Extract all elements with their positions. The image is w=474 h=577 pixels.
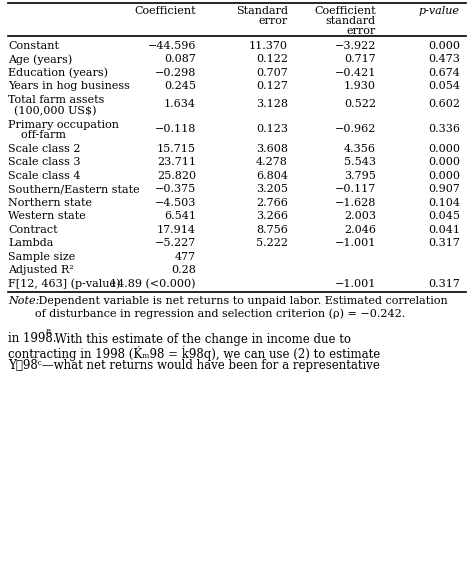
Text: Western state: Western state — [8, 211, 86, 221]
Text: −5.227: −5.227 — [155, 238, 196, 248]
Text: 0.473: 0.473 — [428, 54, 460, 64]
Text: off-farm: off-farm — [14, 130, 66, 141]
Text: 0.041: 0.041 — [428, 225, 460, 235]
Text: 0.674: 0.674 — [428, 68, 460, 78]
Text: 11.370: 11.370 — [249, 41, 288, 51]
Text: 17.914: 17.914 — [157, 225, 196, 235]
Text: −0.298: −0.298 — [155, 68, 196, 78]
Text: (100,000 US$): (100,000 US$) — [14, 106, 97, 117]
Text: 0.907: 0.907 — [428, 184, 460, 194]
Text: p-value: p-value — [419, 6, 460, 16]
Text: Adjusted R²: Adjusted R² — [8, 265, 74, 275]
Text: 0.000: 0.000 — [428, 41, 460, 51]
Text: Dependent variable is net returns to unpaid labor. Estimated correlation
of dist: Dependent variable is net returns to unp… — [35, 297, 448, 319]
Text: 2.766: 2.766 — [256, 198, 288, 208]
Text: 3.608: 3.608 — [256, 144, 288, 153]
Text: 0.717: 0.717 — [344, 54, 376, 64]
Text: Southern/Eastern state: Southern/Eastern state — [8, 184, 140, 194]
Text: 23.711: 23.711 — [157, 158, 196, 167]
Text: 25.820: 25.820 — [157, 171, 196, 181]
Text: 0.000: 0.000 — [428, 144, 460, 153]
Text: −4.503: −4.503 — [155, 198, 196, 208]
Text: −0.117: −0.117 — [335, 184, 376, 194]
Text: 0.087: 0.087 — [164, 54, 196, 64]
Text: Lambda: Lambda — [8, 238, 54, 248]
Text: 0.317: 0.317 — [428, 279, 460, 288]
Text: 0.000: 0.000 — [428, 171, 460, 181]
Text: 4.356: 4.356 — [344, 144, 376, 153]
Text: 5.543: 5.543 — [344, 158, 376, 167]
Text: 8: 8 — [46, 328, 51, 336]
Text: 0.123: 0.123 — [256, 123, 288, 134]
Text: standard: standard — [326, 16, 376, 26]
Text: 0.122: 0.122 — [256, 54, 288, 64]
Text: Constant: Constant — [8, 41, 59, 51]
Text: −3.922: −3.922 — [335, 41, 376, 51]
Text: 6.804: 6.804 — [256, 171, 288, 181]
Text: −1.628: −1.628 — [335, 198, 376, 208]
Text: 3.205: 3.205 — [256, 184, 288, 194]
Text: 1.634: 1.634 — [164, 99, 196, 109]
Text: Education (years): Education (years) — [8, 68, 108, 78]
Text: Contract: Contract — [8, 225, 58, 235]
Text: 0.707: 0.707 — [256, 68, 288, 78]
Text: Scale class 2: Scale class 2 — [8, 144, 81, 153]
Text: −0.375: −0.375 — [155, 184, 196, 194]
Text: −44.596: −44.596 — [147, 41, 196, 51]
Text: Scale class 4: Scale class 4 — [8, 171, 81, 181]
Text: −0.421: −0.421 — [335, 68, 376, 78]
Text: 3.128: 3.128 — [256, 99, 288, 109]
Text: F[12, 463] (p-value): F[12, 463] (p-value) — [8, 279, 120, 289]
Text: error: error — [347, 26, 376, 36]
Text: 0.317: 0.317 — [428, 238, 460, 248]
Text: 0.054: 0.054 — [428, 81, 460, 91]
Text: Scale class 3: Scale class 3 — [8, 158, 81, 167]
Text: −0.962: −0.962 — [335, 123, 376, 134]
Text: 1.930: 1.930 — [344, 81, 376, 91]
Text: 4.278: 4.278 — [256, 158, 288, 167]
Text: 0.045: 0.045 — [428, 211, 460, 221]
Text: 0.602: 0.602 — [428, 99, 460, 109]
Text: 15.715: 15.715 — [157, 144, 196, 153]
Text: −1.001: −1.001 — [335, 238, 376, 248]
Text: With this estimate of the change in income due to: With this estimate of the change in inco… — [51, 332, 351, 346]
Text: −0.118: −0.118 — [155, 123, 196, 134]
Text: 2.003: 2.003 — [344, 211, 376, 221]
Text: Years in hog business: Years in hog business — [8, 81, 130, 91]
Text: Total farm assets: Total farm assets — [8, 95, 104, 105]
Text: Sample size: Sample size — [8, 252, 75, 262]
Text: Coefficient: Coefficient — [314, 6, 376, 16]
Text: contracting in 1998 (Ḱₘ98 = ḱ98q), we can use (2) to estimate: contracting in 1998 (Ḱₘ98 = ḱ98q), we ca… — [8, 346, 380, 361]
Text: Standard: Standard — [236, 6, 288, 16]
Text: −1.001: −1.001 — [335, 279, 376, 288]
Text: 2.046: 2.046 — [344, 225, 376, 235]
Text: 3.266: 3.266 — [256, 211, 288, 221]
Text: Yᶘ98ᶜ—what net returns would have been for a representative: Yᶘ98ᶜ—what net returns would have been f… — [8, 358, 380, 372]
Text: Age (years): Age (years) — [8, 54, 72, 65]
Text: 0.000: 0.000 — [428, 158, 460, 167]
Text: Northern state: Northern state — [8, 198, 92, 208]
Text: Coefficient: Coefficient — [134, 6, 196, 16]
Text: 477: 477 — [175, 252, 196, 262]
Text: Primary occupation: Primary occupation — [8, 119, 119, 129]
Text: 0.127: 0.127 — [256, 81, 288, 91]
Text: 3.795: 3.795 — [344, 171, 376, 181]
Text: 0.28: 0.28 — [171, 265, 196, 275]
Text: 0.336: 0.336 — [428, 123, 460, 134]
Text: 6.541: 6.541 — [164, 211, 196, 221]
Text: 5.222: 5.222 — [256, 238, 288, 248]
Text: in 1998.: in 1998. — [8, 332, 56, 346]
Text: 0.245: 0.245 — [164, 81, 196, 91]
Text: 0.522: 0.522 — [344, 99, 376, 109]
Text: error: error — [259, 16, 288, 26]
Text: Note:: Note: — [8, 297, 39, 306]
Text: 8.756: 8.756 — [256, 225, 288, 235]
Text: 14.89 (<0.000): 14.89 (<0.000) — [110, 279, 196, 289]
Text: 0.104: 0.104 — [428, 198, 460, 208]
